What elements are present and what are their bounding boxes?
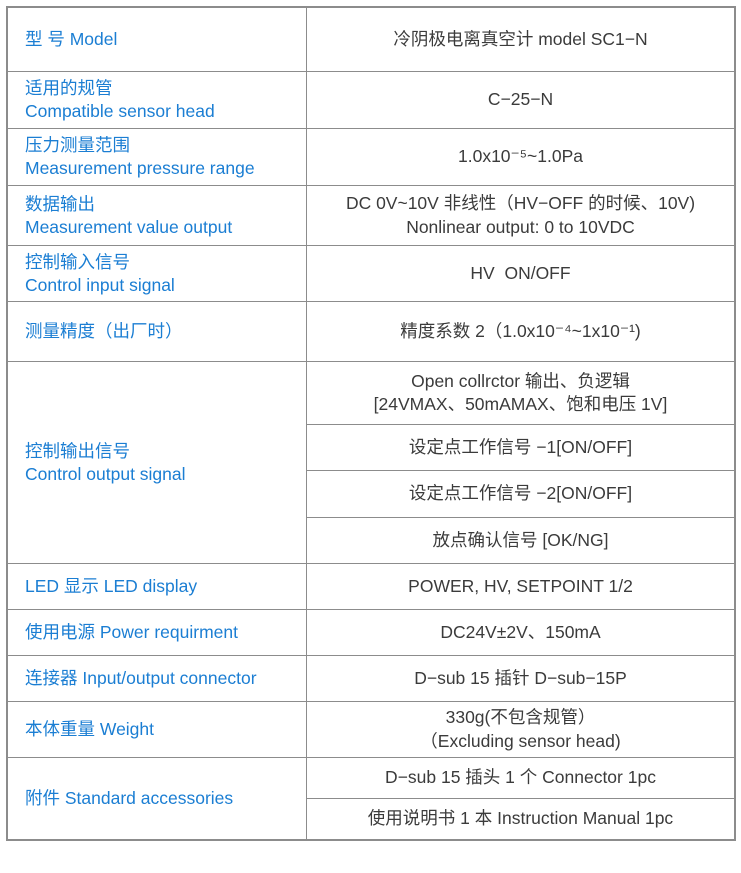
value-cell: C−25−N: [307, 72, 734, 128]
value-cell: Open collrctor 输出、负逻辑 [24VMAX、50mAMAX、饱和电…: [307, 362, 734, 424]
table-row: 本体重量 Weight 330g(不包含规管） （Excluding sensor …: [8, 701, 734, 757]
value-cell: D−sub 15 插针 D−sub−15P: [307, 656, 734, 701]
row-label-text: 压力测量范围: [25, 135, 130, 155]
table-row: 控制输入信号 Control input signal HV ON/OFF: [8, 245, 734, 301]
row-label: 测量精度（出厂时）: [8, 302, 306, 361]
row-values: HV ON/OFF: [306, 246, 734, 301]
value-text: D−sub 15 插头 1 个 Connector 1pc: [385, 767, 656, 788]
row-values: 1.0x10⁻⁵~1.0Pa: [306, 129, 734, 185]
table-row: 使用电源 Power requirment DC24V±2V、150mA: [8, 609, 734, 655]
value-cell: DC 0V~10V 非线性（HV−OFF 的时候、10V) Nonlinear o…: [307, 186, 734, 245]
value-cell: 1.0x10⁻⁵~1.0Pa: [307, 129, 734, 185]
row-label: LED 显示 LED display: [8, 564, 306, 609]
row-label-text: Control output signal: [25, 463, 186, 484]
value-text: C−25−N: [487, 89, 554, 110]
row-label-text: 使用电源 Power requirment: [25, 622, 238, 642]
table-row: 测量精度（出厂时） 精度系数 2（1.0x10⁻⁴~1x10⁻¹): [8, 301, 734, 361]
row-values: DC24V±2V、150mA: [306, 610, 734, 655]
row-label: 使用电源 Power requirment: [8, 610, 306, 655]
row-label: 型 号 Model: [8, 8, 306, 71]
row-values: Open collrctor 输出、负逻辑 [24VMAX、50mAMAX、饱和电…: [306, 362, 734, 563]
value-cell: 设定点工作信号 −1[ON/OFF]: [307, 424, 734, 470]
value-text: HV ON/OFF: [470, 262, 571, 283]
row-values: DC 0V~10V 非线性（HV−OFF 的时候、10V) Nonlinear o…: [306, 186, 734, 245]
value-text: 使用说明书 1 本 Instruction Manual 1pc: [367, 808, 674, 829]
row-label: 数据输出 Measurement value output: [8, 186, 306, 245]
value-text: DC24V±2V、150mA: [440, 621, 601, 642]
row-label-text: Measurement pressure range: [25, 158, 255, 178]
row-label-text: 型 号 Model: [25, 29, 118, 49]
value-cell: 精度系数 2（1.0x10⁻⁴~1x10⁻¹): [307, 302, 734, 361]
spec-table: 型 号 Model 冷阴极电离真空计 model SC1−N 适用的规管 Compat…: [6, 6, 736, 841]
value-cell: HV ON/OFF: [307, 246, 734, 301]
table-row: LED 显示 LED display POWER, HV, SETPOINT 1/…: [8, 563, 734, 609]
row-label-text: Measurement value output: [25, 216, 233, 237]
value-cell: 冷阴极电离真空计 model SC1−N: [307, 8, 734, 71]
value-text: 冷阴极电离真空计 model SC1−N: [393, 28, 648, 49]
row-label-text: 控制输出信号: [25, 440, 130, 461]
row-values: POWER, HV, SETPOINT 1/2: [306, 564, 734, 609]
value-text: 1.0x10⁻⁵~1.0Pa: [458, 146, 583, 167]
row-label: 本体重量 Weight: [8, 702, 306, 757]
table-row: 附件 Standard accessories D−sub 15 插头 1 个 C…: [8, 757, 734, 839]
row-values: D−sub 15 插头 1 个 Connector 1pc 使用说明书 1 本 I…: [306, 758, 734, 839]
row-label-text: 连接器 Input/output connector: [25, 668, 257, 688]
row-values: D−sub 15 插针 D−sub−15P: [306, 656, 734, 701]
row-values: 冷阴极电离真空计 model SC1−N: [306, 8, 734, 71]
value-cell: D−sub 15 插头 1 个 Connector 1pc: [307, 758, 734, 798]
value-text: 精度系数 2（1.0x10⁻⁴~1x10⁻¹): [400, 320, 641, 341]
row-label: 适用的规管 Compatible sensor head: [8, 72, 306, 128]
row-label-text: Control input signal: [25, 274, 175, 295]
row-label-text: 数据输出: [25, 193, 95, 214]
row-label: 压力测量范围 Measurement pressure range: [8, 129, 306, 185]
row-label-text: 适用的规管: [25, 78, 113, 98]
table-row: 型 号 Model 冷阴极电离真空计 model SC1−N: [8, 8, 734, 71]
row-label-text: 本体重量 Weight: [25, 719, 155, 739]
row-label-text: 测量精度（出厂时）: [25, 321, 183, 341]
row-label-text: 控制输入信号: [25, 251, 130, 272]
row-label-text: 附件 Standard accessories: [25, 788, 234, 808]
value-cell: 330g(不包含规管） （Excluding sensor head): [307, 702, 734, 757]
value-text: Nonlinear output: 0 to 10VDC: [406, 216, 635, 237]
row-label: 控制输入信号 Control input signal: [8, 246, 306, 301]
row-label-text: LED 显示 LED display: [25, 576, 198, 596]
table-row: 连接器 Input/output connector D−sub 15 插针 D−…: [8, 655, 734, 701]
row-label-text: Compatible sensor head: [25, 101, 215, 121]
value-text: （Excluding sensor head): [420, 730, 621, 751]
table-row: 控制输出信号 Control output signal Open collrcto…: [8, 361, 734, 563]
row-values: C−25−N: [306, 72, 734, 128]
value-text: 330g(不包含规管）: [445, 707, 596, 727]
value-text: D−sub 15 插针 D−sub−15P: [414, 667, 627, 688]
spec-sheet-page: 型 号 Model 冷阴极电离真空计 model SC1−N 适用的规管 Compat…: [6, 6, 736, 841]
value-text: Open collrctor 输出、负逻辑: [411, 370, 630, 391]
value-text: 放点确认信号 [OK/NG]: [432, 529, 609, 550]
row-values: 精度系数 2（1.0x10⁻⁴~1x10⁻¹): [306, 302, 734, 361]
value-text: POWER, HV, SETPOINT 1/2: [408, 575, 633, 596]
table-row: 数据输出 Measurement value output DC 0V~10V 非线…: [8, 185, 734, 245]
value-text: DC 0V~10V 非线性（HV−OFF 的时候、10V): [345, 193, 696, 213]
row-label: 附件 Standard accessories: [8, 758, 306, 839]
table-row: 适用的规管 Compatible sensor head C−25−N: [8, 71, 734, 128]
value-cell: 使用说明书 1 本 Instruction Manual 1pc: [307, 798, 734, 839]
row-values: 330g(不包含规管） （Excluding sensor head): [306, 702, 734, 757]
value-cell: 放点确认信号 [OK/NG]: [307, 516, 734, 563]
row-label: 控制输出信号 Control output signal: [8, 362, 306, 563]
value-text: [24VMAX、50mAMAX、饱和电压 1V]: [373, 394, 668, 414]
row-label: 连接器 Input/output connector: [8, 656, 306, 701]
table-row: 压力测量范围 Measurement pressure range 1.0x10⁻⁵…: [8, 128, 734, 185]
value-text: 设定点工作信号 −1[ON/OFF]: [408, 436, 633, 457]
value-text: 设定点工作信号 −2[ON/OFF]: [408, 483, 633, 504]
value-cell: 设定点工作信号 −2[ON/OFF]: [307, 470, 734, 516]
value-cell: DC24V±2V、150mA: [307, 610, 734, 655]
value-cell: POWER, HV, SETPOINT 1/2: [307, 564, 734, 609]
